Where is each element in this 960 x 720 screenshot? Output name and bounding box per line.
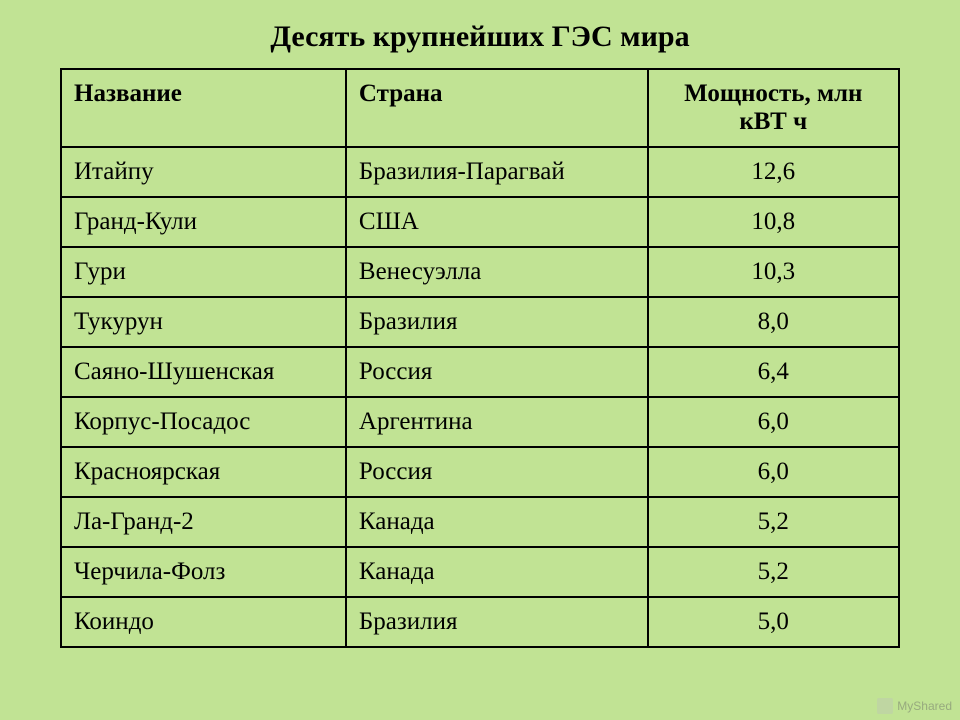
table-row: Саяно-Шушенская Россия 6,4: [61, 347, 899, 397]
cell-country: Канада: [346, 497, 648, 547]
slide-container: Десять крупнейших ГЭС мира Название Стра…: [0, 0, 960, 648]
table-body: Итайпу Бразилия-Парагвай 12,6 Гранд-Кули…: [61, 147, 899, 647]
cell-country: Бразилия-Парагвай: [346, 147, 648, 197]
table-row: Гранд-Кули США 10,8: [61, 197, 899, 247]
table-header-row: Название Страна Мощность, млн кВТ ч: [61, 69, 899, 147]
watermark-icon: [877, 698, 893, 714]
cell-power: 5,0: [648, 597, 899, 647]
cell-power: 5,2: [648, 497, 899, 547]
cell-power: 8,0: [648, 297, 899, 347]
cell-name: Тукурун: [61, 297, 346, 347]
cell-name: Гури: [61, 247, 346, 297]
cell-power: 10,3: [648, 247, 899, 297]
cell-name: Саяно-Шушенская: [61, 347, 346, 397]
cell-country: Бразилия: [346, 597, 648, 647]
table-row: Коиндо Бразилия 5,0: [61, 597, 899, 647]
cell-power: 5,2: [648, 547, 899, 597]
cell-name: Корпус-Посадос: [61, 397, 346, 447]
table-row: Ла-Гранд-2 Канада 5,2: [61, 497, 899, 547]
cell-power: 12,6: [648, 147, 899, 197]
cell-country: США: [346, 197, 648, 247]
cell-country: Россия: [346, 447, 648, 497]
cell-power: 6,0: [648, 447, 899, 497]
column-header-power: Мощность, млн кВТ ч: [648, 69, 899, 147]
table-row: Гури Венесуэлла 10,3: [61, 247, 899, 297]
cell-name: Красноярская: [61, 447, 346, 497]
hydro-plants-table: Название Страна Мощность, млн кВТ ч Итай…: [60, 68, 900, 648]
table-row: Корпус-Посадос Аргентина 6,0: [61, 397, 899, 447]
column-header-name: Название: [61, 69, 346, 147]
cell-country: Канада: [346, 547, 648, 597]
cell-power: 10,8: [648, 197, 899, 247]
table-row: Итайпу Бразилия-Парагвай 12,6: [61, 147, 899, 197]
table-row: Красноярская Россия 6,0: [61, 447, 899, 497]
cell-power: 6,4: [648, 347, 899, 397]
cell-power: 6,0: [648, 397, 899, 447]
watermark-text: MyShared: [897, 699, 952, 713]
column-header-country: Страна: [346, 69, 648, 147]
cell-country: Бразилия: [346, 297, 648, 347]
table-row: Черчила-Фолз Канада 5,2: [61, 547, 899, 597]
cell-country: Венесуэлла: [346, 247, 648, 297]
cell-name: Коиндо: [61, 597, 346, 647]
cell-name: Ла-Гранд-2: [61, 497, 346, 547]
cell-name: Итайпу: [61, 147, 346, 197]
cell-country: Аргентина: [346, 397, 648, 447]
cell-country: Россия: [346, 347, 648, 397]
cell-name: Черчила-Фолз: [61, 547, 346, 597]
page-title: Десять крупнейших ГЭС мира: [60, 20, 900, 54]
watermark: MyShared: [877, 698, 952, 714]
cell-name: Гранд-Кули: [61, 197, 346, 247]
table-row: Тукурун Бразилия 8,0: [61, 297, 899, 347]
